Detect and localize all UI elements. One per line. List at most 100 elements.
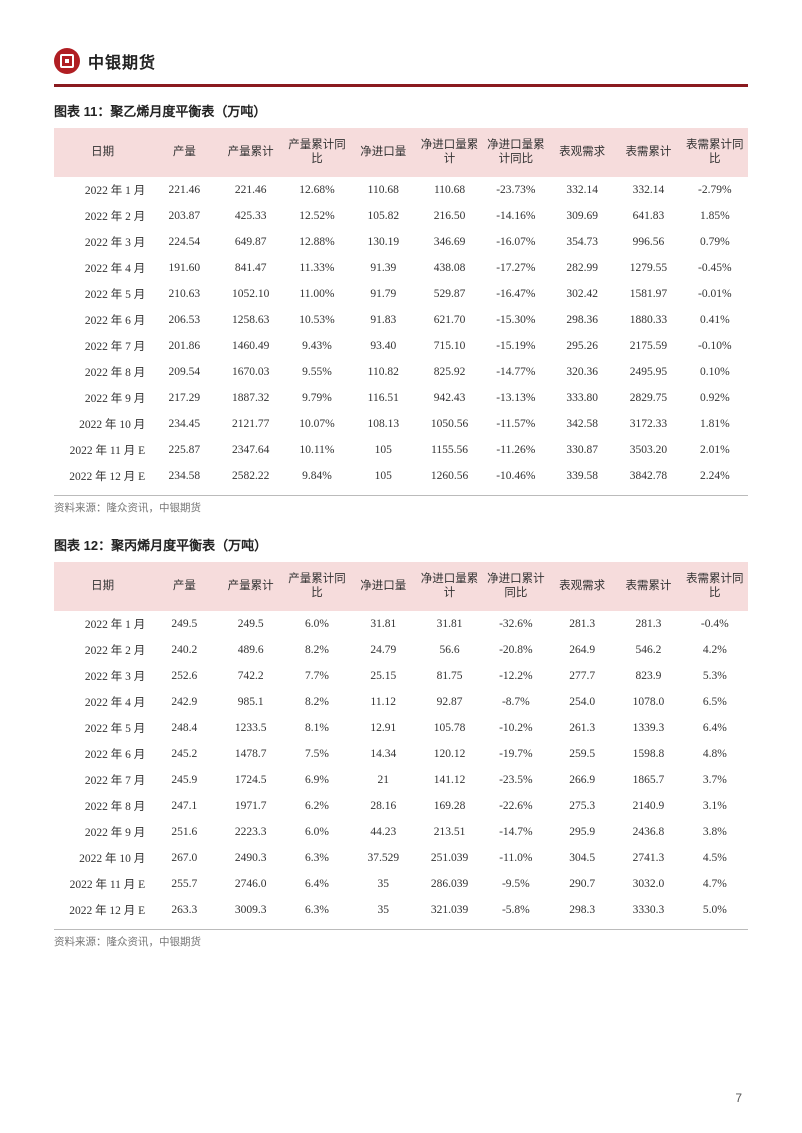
table-cell: 621.70 (416, 307, 482, 333)
table-cell: 715.10 (416, 333, 482, 359)
table-cell: 12.52% (284, 203, 350, 229)
table-cell: 2582.22 (218, 463, 284, 489)
table-header-cell: 表需累计 (615, 562, 681, 611)
table-cell: 2347.64 (218, 437, 284, 463)
table-cell: 649.87 (218, 229, 284, 255)
table1-source: 资料来源：隆众资讯，中银期货 (54, 495, 748, 515)
table-cell: 2022 年 10 月 (54, 411, 151, 437)
table-cell: 1078.0 (615, 689, 681, 715)
table-cell: 641.83 (615, 203, 681, 229)
table-cell: 31.81 (416, 611, 482, 637)
table-cell: -10.46% (483, 463, 549, 489)
table-cell: -0.4% (682, 611, 748, 637)
table-cell: 8.2% (284, 637, 350, 663)
table-cell: 9.55% (284, 359, 350, 385)
table-cell: 25.15 (350, 663, 416, 689)
table-cell: 12.88% (284, 229, 350, 255)
table-cell: 2746.0 (218, 871, 284, 897)
table-header-cell: 产量 (151, 562, 217, 611)
table-row: 2022 年 5 月210.631052.1011.00%91.79529.87… (54, 281, 748, 307)
table-cell: 3.8% (682, 819, 748, 845)
table-cell: 91.39 (350, 255, 416, 281)
table-cell: 3842.78 (615, 463, 681, 489)
table1-title: 图表 11：聚乙烯月度平衡表（万吨） (54, 101, 748, 120)
table-cell: 298.36 (549, 307, 615, 333)
table-cell: 5.3% (682, 663, 748, 689)
table-cell: 304.5 (549, 845, 615, 871)
table-header-cell: 产量累计同比 (284, 128, 350, 177)
table-cell: 2022 年 7 月 (54, 333, 151, 359)
table-cell: 92.87 (416, 689, 482, 715)
table-cell: -22.6% (483, 793, 549, 819)
table-cell: 6.4% (682, 715, 748, 741)
table-cell: 267.0 (151, 845, 217, 871)
table-cell: 2436.8 (615, 819, 681, 845)
table-row: 2022 年 7 月201.861460.499.43%93.40715.10-… (54, 333, 748, 359)
table-cell: 12.68% (284, 177, 350, 203)
table-cell: 330.87 (549, 437, 615, 463)
table-cell: 1598.8 (615, 741, 681, 767)
table-header-cell: 表需累计 (615, 128, 681, 177)
table-cell: 1.85% (682, 203, 748, 229)
table-cell: 2022 年 10 月 (54, 845, 151, 871)
table-cell: 249.5 (218, 611, 284, 637)
table-cell: 35 (350, 897, 416, 923)
table-cell: 247.1 (151, 793, 217, 819)
table-cell: 108.13 (350, 411, 416, 437)
table-row: 2022 年 8 月247.11971.76.2%28.16169.28-22.… (54, 793, 748, 819)
table-header-cell: 净进口累计同比 (483, 562, 549, 611)
table-cell: 1.81% (682, 411, 748, 437)
table-cell: 3172.33 (615, 411, 681, 437)
table-cell: 2022 年 1 月 (54, 611, 151, 637)
table-cell: -11.57% (483, 411, 549, 437)
table-row: 2022 年 6 月206.531258.6310.53%91.83621.70… (54, 307, 748, 333)
table-cell: 2022 年 8 月 (54, 793, 151, 819)
table-cell: 217.29 (151, 385, 217, 411)
table-cell: 14.34 (350, 741, 416, 767)
table-cell: 3.1% (682, 793, 748, 819)
table-cell: -0.01% (682, 281, 748, 307)
table-cell: 321.039 (416, 897, 482, 923)
table-cell: 4.7% (682, 871, 748, 897)
table-cell: 248.4 (151, 715, 217, 741)
table-cell: -12.2% (483, 663, 549, 689)
table-cell: 3.7% (682, 767, 748, 793)
table-row: 2022 年 6 月245.21478.77.5%14.34120.12-19.… (54, 741, 748, 767)
table-cell: 221.46 (151, 177, 217, 203)
table-cell: 3503.20 (615, 437, 681, 463)
table2-source: 资料来源：隆众资讯，中银期货 (54, 929, 748, 949)
table-cell: 213.51 (416, 819, 482, 845)
table-cell: 169.28 (416, 793, 482, 819)
table-header-cell: 表观需求 (549, 562, 615, 611)
table-header-cell: 净进口量 (350, 128, 416, 177)
table-cell: -10.2% (483, 715, 549, 741)
table-cell: 251.039 (416, 845, 482, 871)
table-cell: 2022 年 11 月 E (54, 871, 151, 897)
table-cell: -14.16% (483, 203, 549, 229)
table-cell: 295.26 (549, 333, 615, 359)
table-cell: -11.0% (483, 845, 549, 871)
table-cell: 120.12 (416, 741, 482, 767)
table-cell: 332.14 (549, 177, 615, 203)
table-cell: 546.2 (615, 637, 681, 663)
table-cell: -9.5% (483, 871, 549, 897)
table-cell: 93.40 (350, 333, 416, 359)
table-cell: 6.5% (682, 689, 748, 715)
table-row: 2022 年 2 月203.87425.3312.52%105.82216.50… (54, 203, 748, 229)
table-cell: 438.08 (416, 255, 482, 281)
table-cell: 2140.9 (615, 793, 681, 819)
table-cell: 10.07% (284, 411, 350, 437)
table-cell: 295.9 (549, 819, 615, 845)
table-row: 2022 年 10 月234.452121.7710.07%108.131050… (54, 411, 748, 437)
table-header-cell: 净进口量累计同比 (483, 128, 549, 177)
table-cell: 1050.56 (416, 411, 482, 437)
table-cell: 263.3 (151, 897, 217, 923)
table1-head: 日期产量产量累计产量累计同比净进口量净进口量累计净进口量累计同比表观需求表需累计… (54, 128, 748, 177)
table-header-cell: 产量累计同比 (284, 562, 350, 611)
table-cell: 2022 年 5 月 (54, 281, 151, 307)
table-cell: 3009.3 (218, 897, 284, 923)
table-cell: -16.07% (483, 229, 549, 255)
table-cell: 105.82 (350, 203, 416, 229)
table-cell: 81.75 (416, 663, 482, 689)
table-cell: 7.5% (284, 741, 350, 767)
